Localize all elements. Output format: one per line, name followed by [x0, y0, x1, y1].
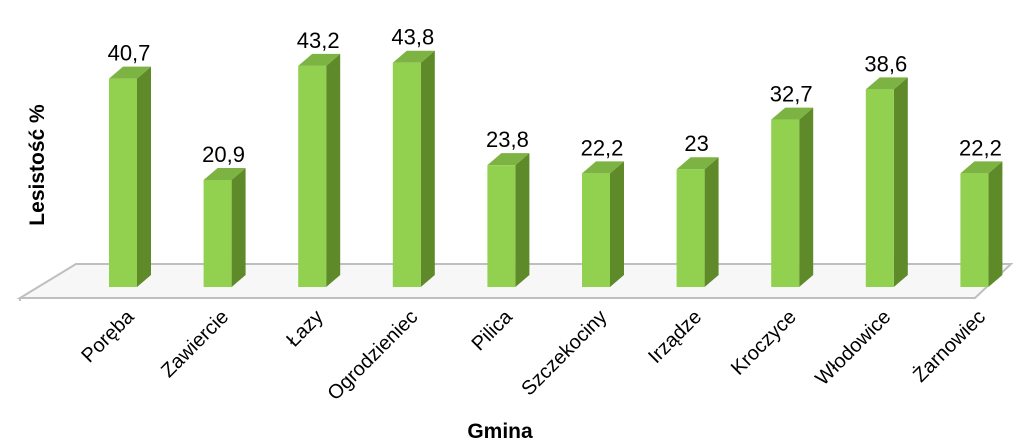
category-label: Ogrodzieniec — [323, 306, 422, 405]
value-labels-group: 40,7 20,9 43,2 43,8 23,8 22,2 23 32,7 38,6 22,2 — [108, 25, 1002, 167]
bar-front — [203, 179, 232, 287]
value-label: 22,2 — [581, 135, 624, 160]
value-label: 23,8 — [486, 127, 529, 152]
bar-front — [865, 89, 894, 287]
bar-side — [137, 66, 151, 287]
bar-top — [960, 161, 1003, 174]
bar-top — [392, 50, 435, 63]
bar-7 — [676, 157, 719, 287]
bar-side — [420, 50, 435, 287]
bar-side — [799, 107, 814, 288]
bar-side — [231, 167, 246, 287]
bar-top — [865, 77, 908, 90]
category-label: Kroczyce — [727, 306, 801, 380]
category-label: Łazy — [282, 306, 327, 351]
value-label: 40,7 — [108, 41, 151, 66]
category-label: Żarnowiec — [908, 305, 990, 387]
bar-front — [960, 173, 989, 287]
bar-top — [109, 66, 151, 79]
bar-front — [487, 165, 516, 287]
bar-side — [893, 77, 908, 287]
bar-8 — [771, 107, 814, 288]
category-label: Zawiercie — [157, 306, 233, 382]
bar-front — [771, 119, 800, 288]
bar-top — [676, 157, 719, 170]
category-label: Szczekociny — [517, 306, 611, 400]
bar-top — [771, 107, 814, 120]
y-axis-title: Lesistość % — [26, 104, 49, 226]
bar-1 — [109, 66, 151, 287]
bar-10 — [960, 161, 1003, 287]
bar-front — [676, 169, 705, 287]
x-axis-title: Gmina — [467, 420, 533, 443]
category-label: Pilica — [468, 305, 518, 355]
category-label: Włodowice — [811, 306, 895, 390]
bar-front — [582, 173, 610, 287]
bar-front — [298, 65, 327, 287]
bar-side — [515, 153, 530, 287]
bar-top — [298, 53, 341, 66]
bar-9 — [865, 77, 908, 287]
bar-front — [392, 62, 421, 287]
bar-2 — [203, 167, 246, 287]
category-label: Irządze — [644, 306, 706, 368]
bars-group — [109, 50, 1003, 288]
bar-5 — [487, 153, 530, 287]
bar-top — [582, 161, 624, 174]
bar-side — [704, 157, 719, 287]
category-label: Poręba — [77, 305, 139, 367]
value-label: 43,8 — [391, 25, 434, 50]
bar-top — [487, 153, 530, 166]
bar-side — [988, 161, 1003, 287]
bar-6 — [582, 161, 624, 287]
bar-4 — [392, 50, 435, 287]
value-label: 43,2 — [297, 28, 340, 53]
bar-front — [109, 78, 137, 287]
value-label: 38,6 — [864, 51, 907, 76]
bar-top — [203, 167, 246, 180]
value-label: 20,9 — [202, 142, 245, 167]
value-label: 23 — [684, 131, 708, 156]
value-label: 22,2 — [959, 135, 1002, 160]
bar-side — [610, 161, 624, 287]
value-label: 32,7 — [770, 82, 813, 107]
bar-3 — [298, 53, 341, 287]
bar-side — [326, 53, 341, 287]
